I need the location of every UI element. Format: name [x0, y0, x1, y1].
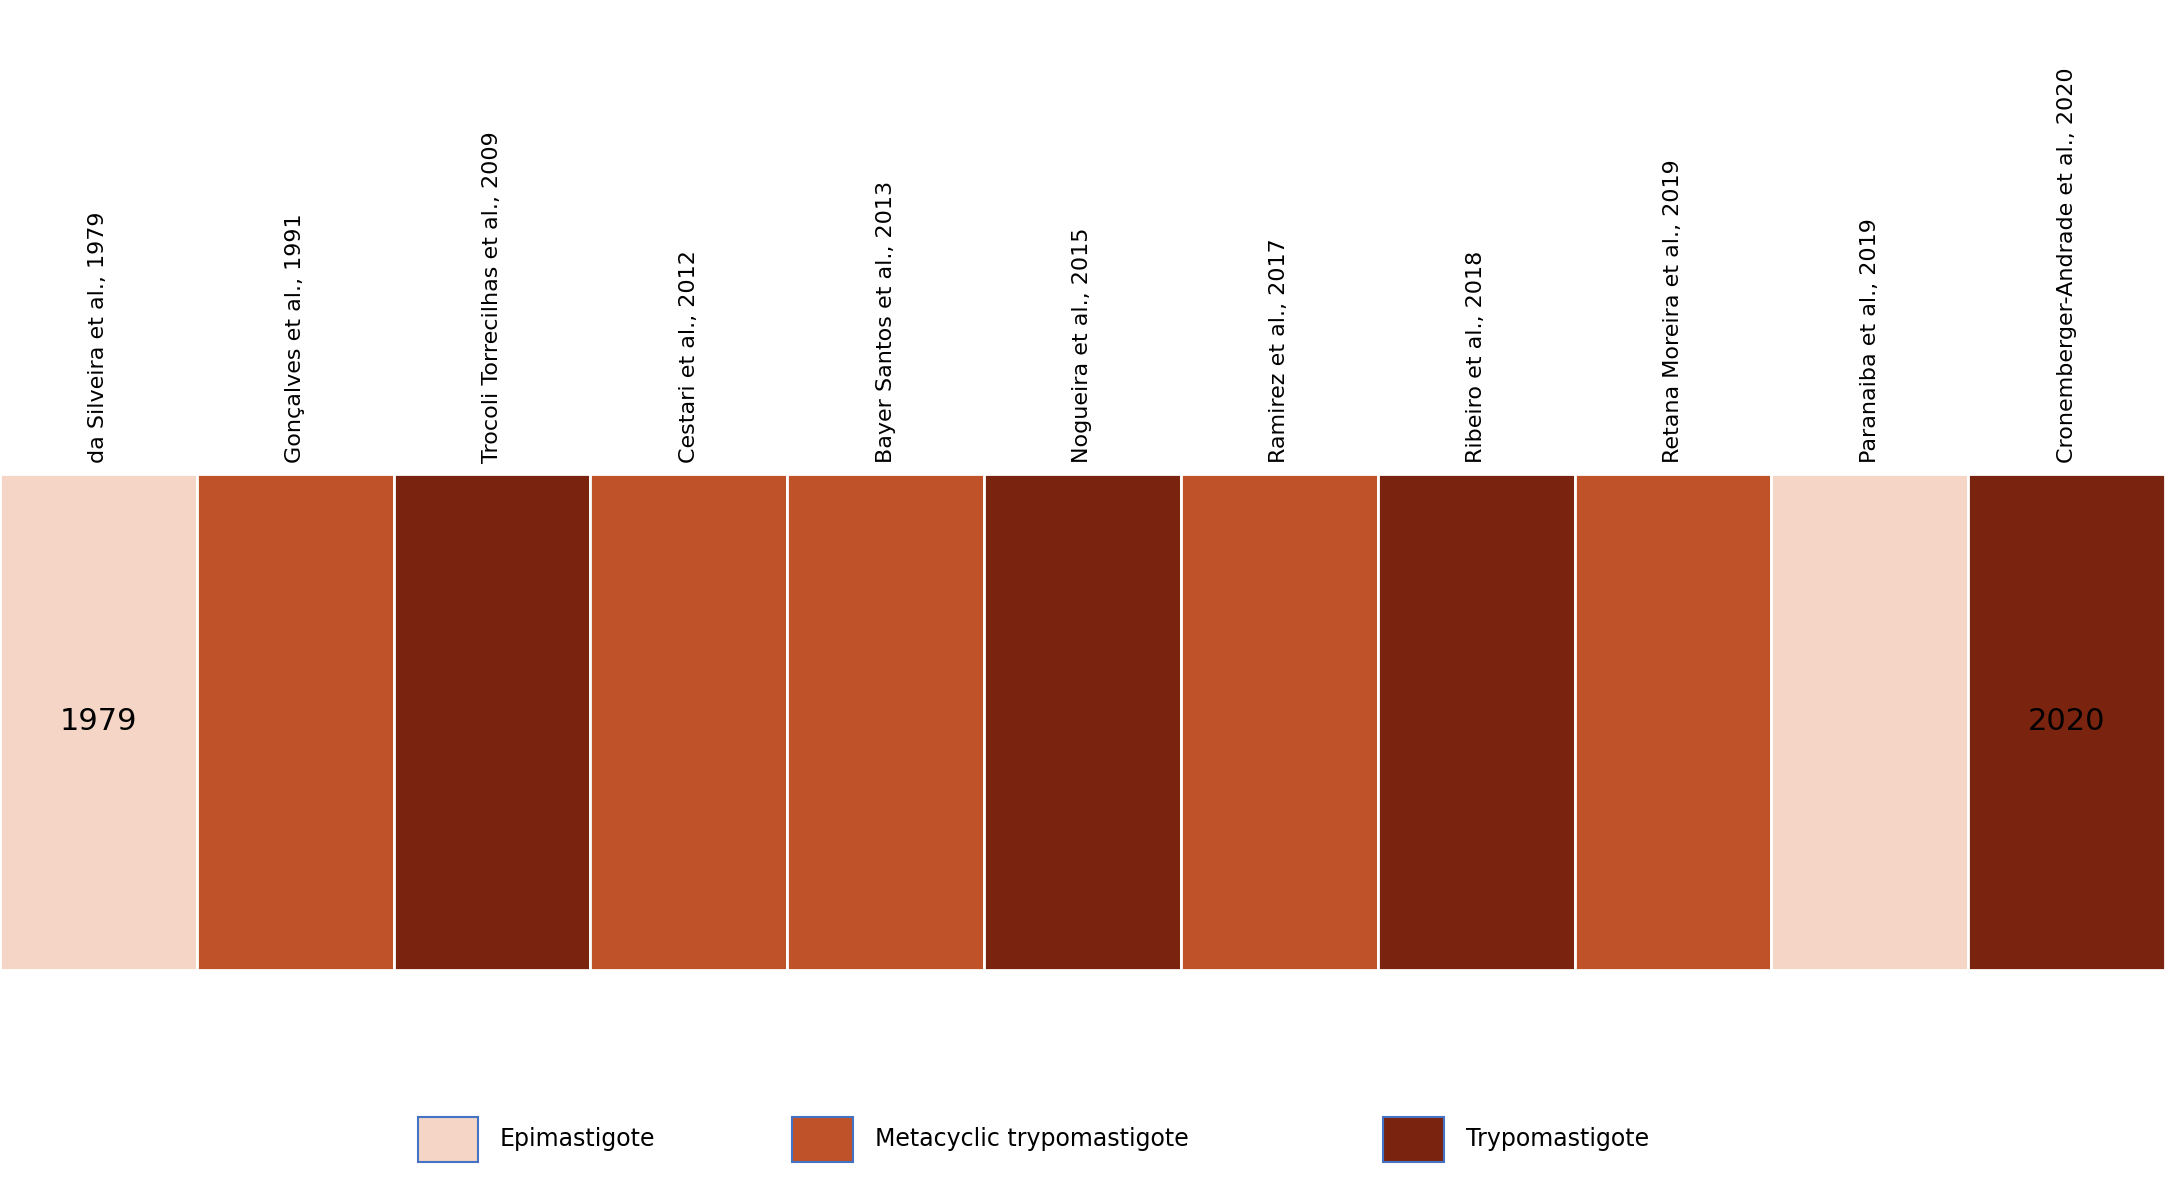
Bar	[418, 1117, 478, 1162]
Bar	[394, 474, 591, 970]
Bar	[792, 1117, 853, 1162]
Text: Nogueira et al., 2015: Nogueira et al., 2015	[1072, 228, 1093, 462]
Text: 2020: 2020	[2029, 707, 2104, 737]
Bar	[1180, 474, 1377, 970]
Text: Trocoli Torrecilhas et al., 2009: Trocoli Torrecilhas et al., 2009	[483, 131, 502, 462]
Text: da Silveira et al., 1979: da Silveira et al., 1979	[89, 211, 108, 462]
Bar	[1968, 474, 2165, 970]
Bar	[1383, 1117, 1444, 1162]
Bar	[1771, 474, 1968, 970]
Text: Cestari et al., 2012: Cestari et al., 2012	[680, 250, 699, 462]
Text: Trypomastigote: Trypomastigote	[1466, 1127, 1650, 1151]
Bar	[0, 474, 197, 970]
Text: Cronemberger-Andrade et al., 2020: Cronemberger-Andrade et al., 2020	[2057, 67, 2076, 462]
Text: 1979: 1979	[61, 707, 136, 737]
Text: Bayer Santos et al., 2013: Bayer Santos et al., 2013	[875, 181, 896, 462]
Bar	[591, 474, 788, 970]
Bar	[985, 474, 1180, 970]
Bar	[788, 474, 985, 970]
Text: Epimastigote: Epimastigote	[500, 1127, 656, 1151]
Bar	[1377, 474, 1574, 970]
Bar	[1574, 474, 1771, 970]
Text: Ribeiro et al., 2018: Ribeiro et al., 2018	[1466, 250, 1485, 462]
Text: Ramirez et al., 2017: Ramirez et al., 2017	[1269, 238, 1290, 462]
Bar	[197, 474, 394, 970]
Text: Retana Moreira et al., 2019: Retana Moreira et al., 2019	[1663, 159, 1682, 462]
Text: Paranaiba et al., 2019: Paranaiba et al., 2019	[1860, 218, 1879, 462]
Text: Gonçalves et al., 1991: Gonçalves et al., 1991	[286, 213, 305, 462]
Text: Metacyclic trypomastigote: Metacyclic trypomastigote	[875, 1127, 1189, 1151]
